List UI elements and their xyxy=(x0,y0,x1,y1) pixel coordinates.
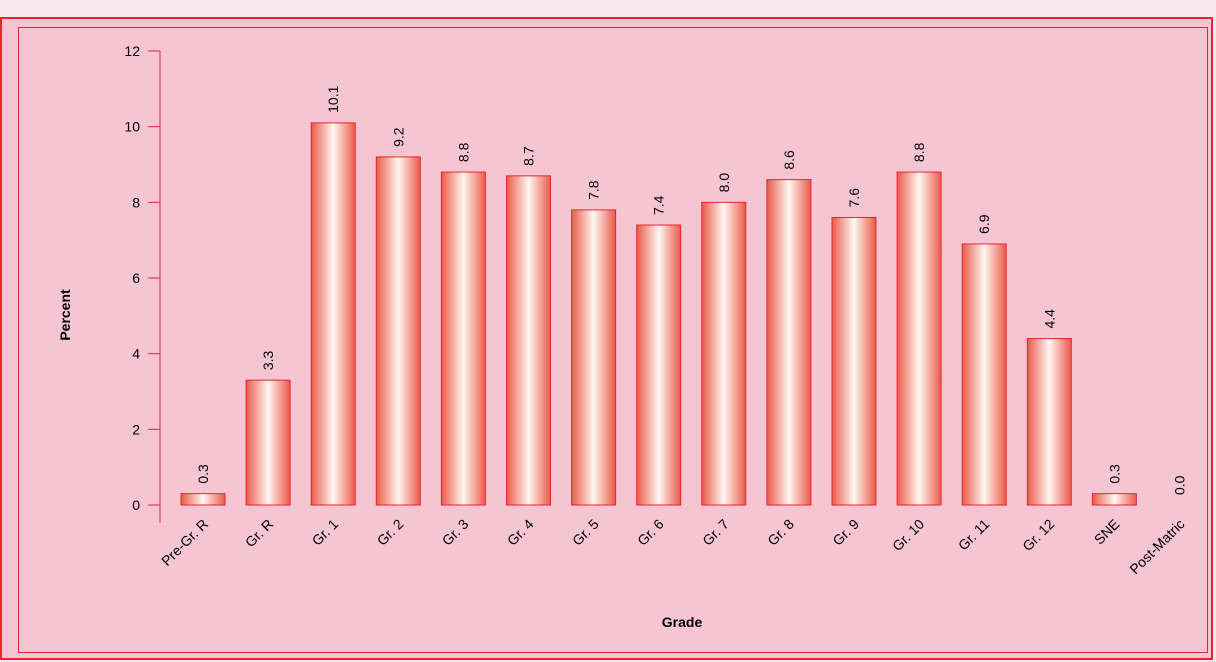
y-axis-title: Percent xyxy=(57,289,73,341)
bar xyxy=(310,122,356,506)
x-tick-label: Gr. 6 xyxy=(634,516,667,549)
x-tick-label: SNE xyxy=(1091,516,1123,548)
bar xyxy=(571,209,617,506)
x-tick-label: Gr. R xyxy=(242,516,276,550)
bar xyxy=(375,156,421,506)
bar-value-label: 8.8 xyxy=(455,142,471,162)
x-tick-label: Gr. 1 xyxy=(309,516,342,549)
bar-value-label: 7.4 xyxy=(651,195,667,215)
bar xyxy=(896,171,942,506)
axes: 0 2 4 6 8 10 12 xyxy=(124,43,161,523)
bar xyxy=(766,179,812,506)
x-tick-label: Post-Matric xyxy=(1126,516,1187,577)
y-tick-label: 12 xyxy=(124,43,140,59)
x-tick-label: Gr. 5 xyxy=(569,516,602,549)
bar-value-label: 8.0 xyxy=(716,173,732,193)
y-tick-label: 6 xyxy=(132,270,140,286)
bar-value-label: 3.3 xyxy=(260,350,276,370)
x-tick-label: Pre-Gr. R xyxy=(158,516,211,569)
y-tick-label: 4 xyxy=(132,346,140,362)
y-tick-label: 0 xyxy=(132,497,140,513)
x-tick-label: Gr. 8 xyxy=(764,516,797,549)
bar-value-label: 7.8 xyxy=(586,180,602,200)
bar-value-label: 4.4 xyxy=(1041,309,1057,329)
x-tick-label: Gr. 11 xyxy=(955,516,993,554)
x-tick-label: Gr. 12 xyxy=(1019,516,1057,554)
bar xyxy=(1091,493,1137,506)
y-tick-label: 10 xyxy=(124,119,140,135)
bar xyxy=(245,379,291,506)
bar-value-label: 10.1 xyxy=(325,85,341,112)
bars xyxy=(180,122,1137,506)
y-tick-label: 2 xyxy=(132,421,140,437)
bar-value-label: 7.6 xyxy=(846,188,862,208)
chart-inner-border xyxy=(18,27,1208,653)
x-tick-label: Gr. 9 xyxy=(829,516,862,549)
bar-value-label: 8.8 xyxy=(911,142,927,162)
x-tick-label: Gr. 7 xyxy=(699,516,732,549)
bar-value-label: 8.7 xyxy=(521,146,537,166)
x-tick-label: Gr. 3 xyxy=(439,516,472,549)
bar-value-label: 0.3 xyxy=(1106,464,1122,484)
bar-value-label: 8.6 xyxy=(781,150,797,170)
y-tick-label: 8 xyxy=(132,194,140,210)
bar-value-label: 9.2 xyxy=(390,127,406,147)
bar xyxy=(831,216,877,506)
bar-value-label: 0.3 xyxy=(195,464,211,484)
x-tick-label: Gr. 2 xyxy=(374,516,407,549)
bar xyxy=(961,243,1007,506)
bar xyxy=(636,224,682,506)
bar xyxy=(180,493,226,506)
bar-value-label: 0.0 xyxy=(1172,475,1188,495)
bar xyxy=(506,175,551,506)
x-tick-label: Gr. 4 xyxy=(504,516,537,549)
x-tick-label: Gr. 10 xyxy=(889,516,927,554)
x-axis-title: Grade xyxy=(662,614,703,630)
bar xyxy=(440,171,486,506)
bar xyxy=(1026,338,1072,506)
bar xyxy=(701,201,747,506)
bar-value-label: 6.9 xyxy=(976,214,992,234)
